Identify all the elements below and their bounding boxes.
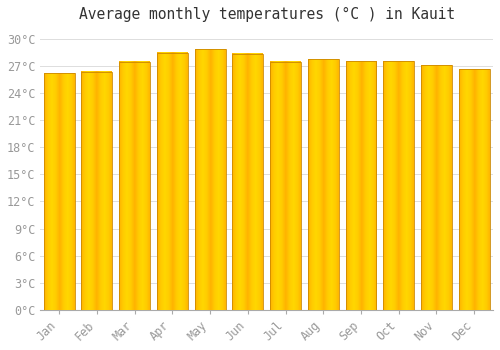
Bar	[232, 54, 264, 310]
Bar	[82, 71, 112, 310]
Bar	[270, 62, 301, 310]
Bar	[421, 65, 452, 310]
Bar	[157, 52, 188, 310]
Bar	[346, 61, 376, 310]
Bar	[384, 61, 414, 310]
Bar	[119, 62, 150, 310]
Bar	[308, 59, 338, 310]
Bar	[44, 74, 74, 310]
Bar	[194, 49, 226, 310]
Bar	[458, 69, 490, 310]
Title: Average monthly temperatures (°C ) in Kauit: Average monthly temperatures (°C ) in Ka…	[78, 7, 455, 22]
